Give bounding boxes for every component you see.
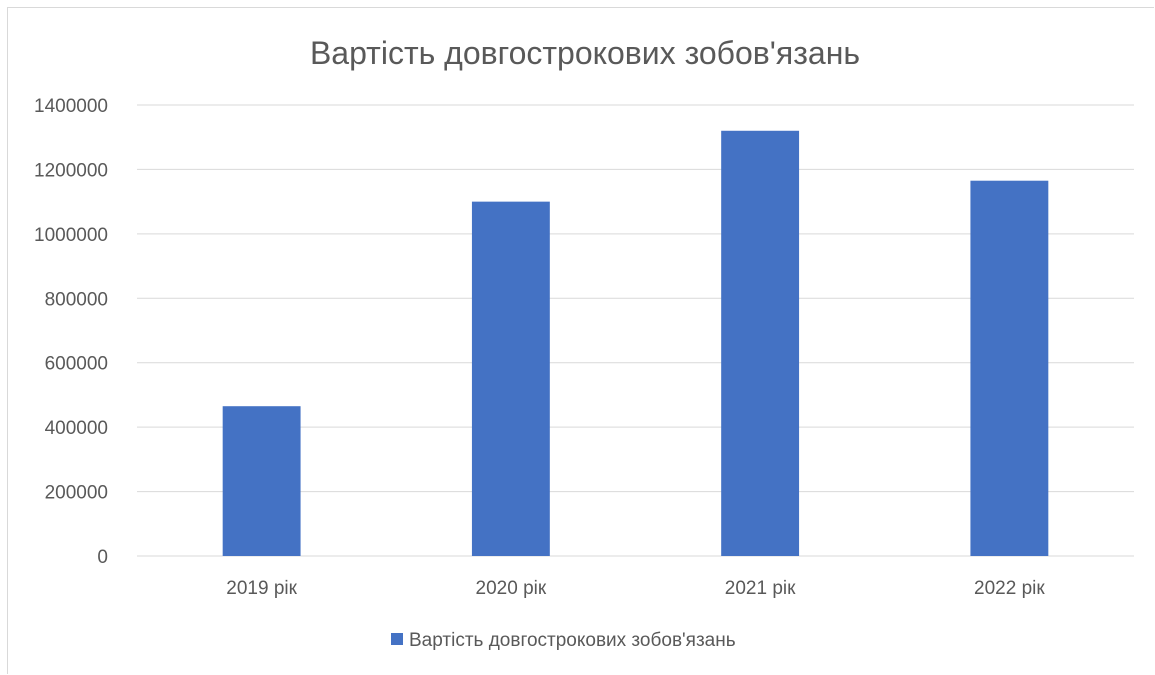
x-tick-label: 2019 рік [226, 578, 297, 599]
y-tick-label: 400000 [45, 418, 108, 439]
bars [222, 130, 1049, 557]
y-tick-label: 200000 [45, 483, 108, 504]
y-tick-label: 800000 [45, 289, 108, 310]
y-tick-label: 600000 [45, 354, 108, 375]
y-tick-label: 1000000 [34, 225, 108, 246]
bar [471, 201, 550, 556]
legend-label: Вартість довгострокових зобов'язань [409, 630, 736, 651]
y-axis: 0 200000 400000 600000 800000 1000000 1200000 1… [34, 96, 108, 568]
legend-swatch [391, 633, 403, 645]
y-tick-label: 0 [97, 547, 108, 568]
y-tick-label: 1400000 [34, 96, 108, 117]
bar [222, 406, 301, 556]
x-axis: 2019 рік 2020 рік 2021 рік 2022 рік [226, 578, 1045, 599]
chart-frame [7, 7, 1154, 674]
bar [970, 180, 1049, 557]
y-tick-label: 1200000 [34, 160, 108, 181]
x-tick-label: 2021 рік [725, 578, 796, 599]
x-tick-label: 2020 рік [476, 578, 547, 599]
gridlines [137, 104, 1134, 557]
x-tick-label: 2022 рік [974, 578, 1045, 599]
legend: Вартість довгострокових зобов'язань [391, 630, 736, 651]
chart-title: Вартість довгострокових зобов'язань [310, 35, 860, 71]
bar [721, 130, 800, 556]
